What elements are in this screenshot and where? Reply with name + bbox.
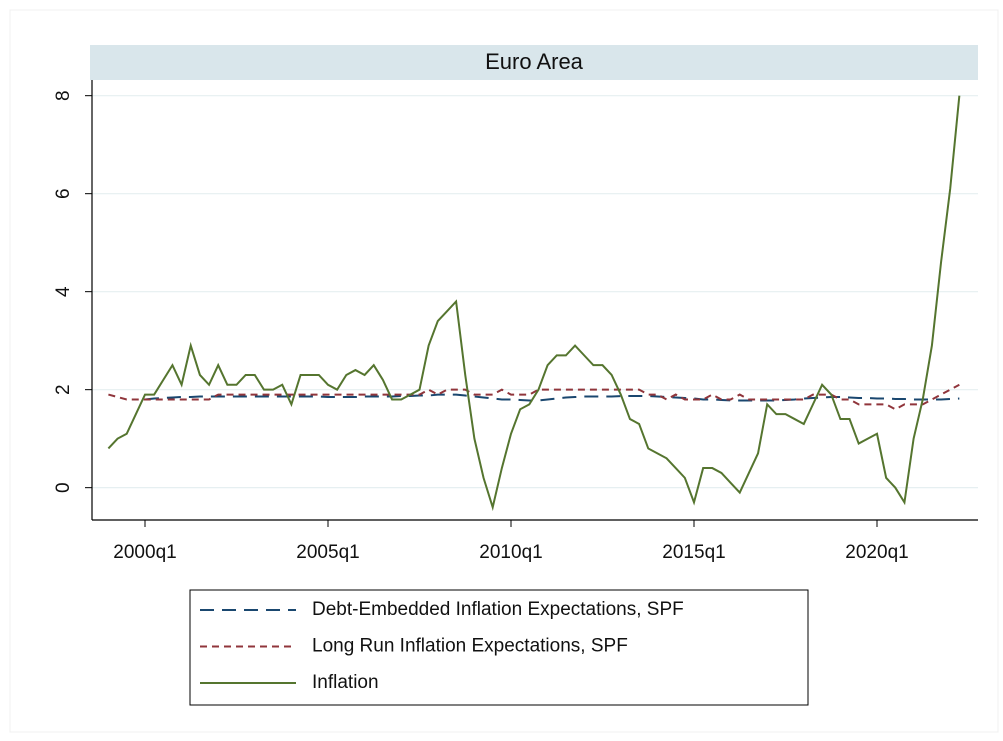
- lines: [107, 95, 961, 512]
- y-tick-label: 8: [53, 90, 74, 101]
- x-tick-label: 2005q1: [296, 542, 359, 563]
- grid: 0 2 4 6 8 2000q1 2005q1 2010q1 2015q1 2020q1: [53, 90, 978, 563]
- legend-label: Debt-Embedded Inflation Expectations, SP…: [312, 599, 684, 620]
- legend-label: Long Run Inflation Expectations, SPF: [312, 636, 628, 657]
- series-line: [144, 393, 960, 402]
- y-tick-label: 6: [53, 188, 74, 199]
- title-bar: [90, 45, 978, 80]
- y-tick-label: 0: [53, 482, 74, 493]
- series-line: [107, 95, 961, 512]
- legend-label: Inflation: [312, 672, 379, 693]
- y-tick-label: 2: [53, 384, 74, 395]
- x-tick-label: 2020q1: [845, 542, 908, 563]
- x-tick-label: 2010q1: [479, 542, 542, 563]
- chart-title: Euro Area: [485, 49, 584, 74]
- x-tick-label: 2000q1: [113, 542, 176, 563]
- legend-entries: Debt-Embedded Inflation Expectations, SP…: [200, 599, 684, 693]
- x-tick-label: 2015q1: [662, 542, 725, 563]
- series-line: [108, 383, 960, 411]
- y-tick-label: 4: [53, 286, 74, 297]
